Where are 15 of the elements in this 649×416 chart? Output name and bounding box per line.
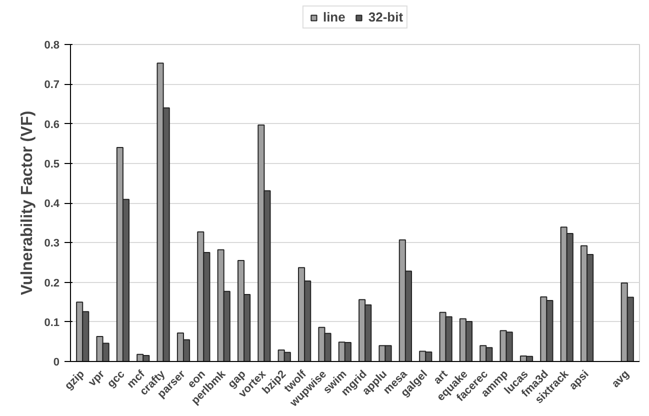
y-tick-label: 0.5 <box>44 158 60 170</box>
x-tick-label: gcc <box>105 368 128 390</box>
y-tick-label: 0.2 <box>44 277 60 290</box>
y-tick-label: 0.1 <box>44 316 60 329</box>
legend-label: line <box>322 10 346 24</box>
y-tick-label: 0 <box>53 356 60 368</box>
y-tick-label: 0.4 <box>44 198 60 210</box>
y-tick-label: 0.6 <box>44 118 60 131</box>
y-axis-title: Vulnerability Factor (VF) <box>19 110 36 296</box>
x-tick-label: avg <box>610 368 632 390</box>
x-tick-label: vpr <box>86 368 108 389</box>
legend-label: 32-bit <box>368 10 404 24</box>
y-tick-label: 0.7 <box>44 79 60 92</box>
y-tick-label: 0.8 <box>44 40 60 52</box>
y-tick-label: 0.3 <box>44 238 60 250</box>
